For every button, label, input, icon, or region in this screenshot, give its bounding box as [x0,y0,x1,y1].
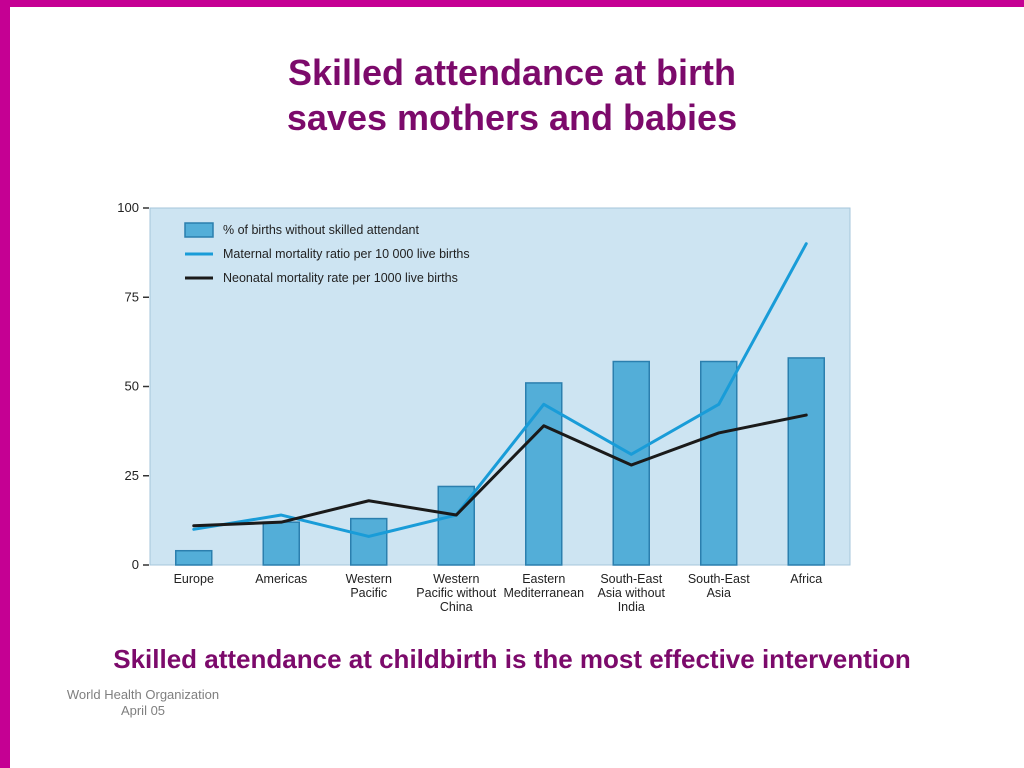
y-tick-label: 0 [132,557,139,572]
bar [350,517,388,566]
legend-label: Neonatal mortality rate per 1000 live bi… [223,271,458,285]
x-category-label: Americas [255,572,307,586]
slide-frame-left [0,0,10,768]
page-title: Skilled attendance at birth saves mother… [10,50,1014,140]
x-category-label: Africa [790,572,822,586]
chart-svg: 0 25 50 75 100 Europe Americas Western Pacific We… [117,200,851,614]
page-title-line1: Skilled attendance at birth [287,52,737,93]
footer: World Health Organization April 05 [43,687,243,719]
bar [262,521,300,566]
y-tick-label: 50 [125,379,139,394]
bar [700,360,738,566]
bar [175,549,213,566]
slide-frame-top [0,0,1024,7]
x-category-label: South-East Asia without India [598,572,666,614]
x-category-label: Europe [174,572,214,586]
bar [525,382,563,566]
legend-bar-swatch [184,222,214,238]
y-tick-label: 25 [125,468,139,483]
footer-org: World Health Organization [66,687,220,702]
bar [612,360,650,566]
chart-panel [149,207,851,566]
y-tick-label: 100 [117,200,139,215]
chart-figure: 0 25 50 75 100 Europe Americas Western Pacific We… [115,195,905,640]
neonatal-mortality-line [192,413,808,528]
slide-caption: Skilled attendance at childbirth is the … [113,644,911,674]
x-category-label: Western Pacific without China [416,572,496,614]
x-category-label: Western Pacific [346,572,392,600]
bar [787,357,825,566]
x-category-label: South-East Asia [688,572,750,600]
y-tick-label: 75 [125,289,139,304]
legend-label: % of births without skilled attendant [223,223,419,237]
footer-date: April 05 [120,703,166,718]
page-title-line2: saves mothers and babies [286,97,738,138]
x-category-label: Eastern Mediterranean [503,572,584,600]
legend-label: Maternal mortality ratio per 10 000 live… [223,247,470,261]
